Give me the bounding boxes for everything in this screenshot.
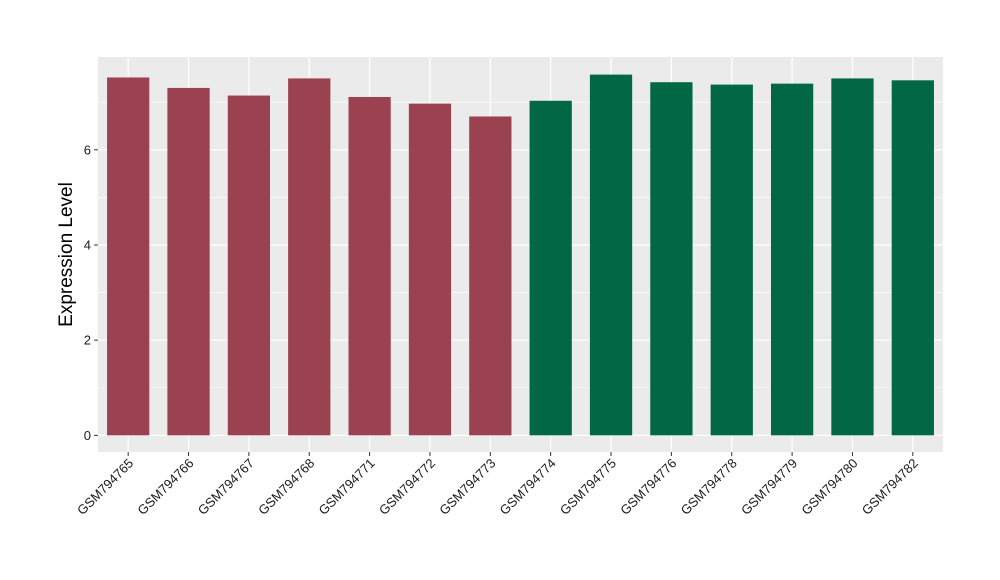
plot-panel xyxy=(98,57,943,452)
bars xyxy=(107,74,934,436)
bar-gsm794773 xyxy=(469,116,512,436)
bar-gsm794766 xyxy=(167,87,210,436)
x-tick-label: GSM794767 xyxy=(195,456,257,518)
x-tick-label: GSM794774 xyxy=(497,456,559,518)
bar-gsm794776 xyxy=(650,82,693,436)
bar-gsm794774 xyxy=(529,100,572,436)
x-tick-label: GSM794780 xyxy=(798,456,860,518)
x-tick-label: GSM794775 xyxy=(557,456,619,518)
x-tick-label: GSM794773 xyxy=(436,456,498,518)
x-tick-label: GSM794778 xyxy=(678,456,740,518)
y-axis: 0 2 4 6 xyxy=(84,142,98,443)
bar-gsm794768 xyxy=(288,78,331,436)
y-axis-title: Expression Level xyxy=(56,182,77,327)
x-tick-label: GSM794766 xyxy=(134,456,196,518)
bar-gsm794778 xyxy=(710,84,753,436)
x-tick-label: GSM794772 xyxy=(376,456,438,518)
bar-gsm794765 xyxy=(107,77,150,436)
y-tick-label: 6 xyxy=(84,142,91,157)
x-tick-label: GSM794765 xyxy=(74,456,136,518)
y-tick-label: 0 xyxy=(84,428,91,443)
bar-gsm794775 xyxy=(589,74,633,436)
y-tick-label: 2 xyxy=(84,333,91,348)
bar-gsm794780 xyxy=(831,78,874,436)
x-tick-label: GSM794776 xyxy=(617,456,679,518)
x-tick-label: GSM794779 xyxy=(738,456,800,518)
bar-gsm794771 xyxy=(348,96,391,436)
bar-gsm794772 xyxy=(408,103,452,436)
x-tick-label: GSM794782 xyxy=(859,456,921,518)
bar-gsm794779 xyxy=(770,83,814,436)
bar-gsm794782 xyxy=(891,80,934,436)
x-axis: GSM794765GSM794766GSM794767GSM794768GSM7… xyxy=(74,452,921,518)
x-tick-label: GSM794768 xyxy=(255,456,317,518)
x-tick-label: GSM794771 xyxy=(316,456,378,518)
y-tick-label: 4 xyxy=(84,237,91,252)
bar-gsm794767 xyxy=(227,95,271,436)
